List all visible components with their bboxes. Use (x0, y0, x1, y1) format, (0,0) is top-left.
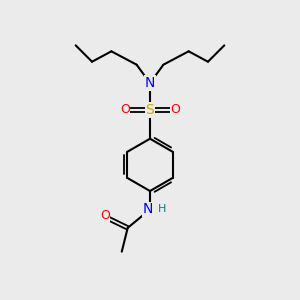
Text: O: O (100, 209, 110, 223)
Text: H: H (158, 204, 167, 214)
Text: O: O (120, 103, 130, 116)
Text: O: O (170, 103, 180, 116)
Text: S: S (146, 103, 154, 117)
Text: N: N (142, 202, 153, 216)
Text: N: N (145, 76, 155, 90)
